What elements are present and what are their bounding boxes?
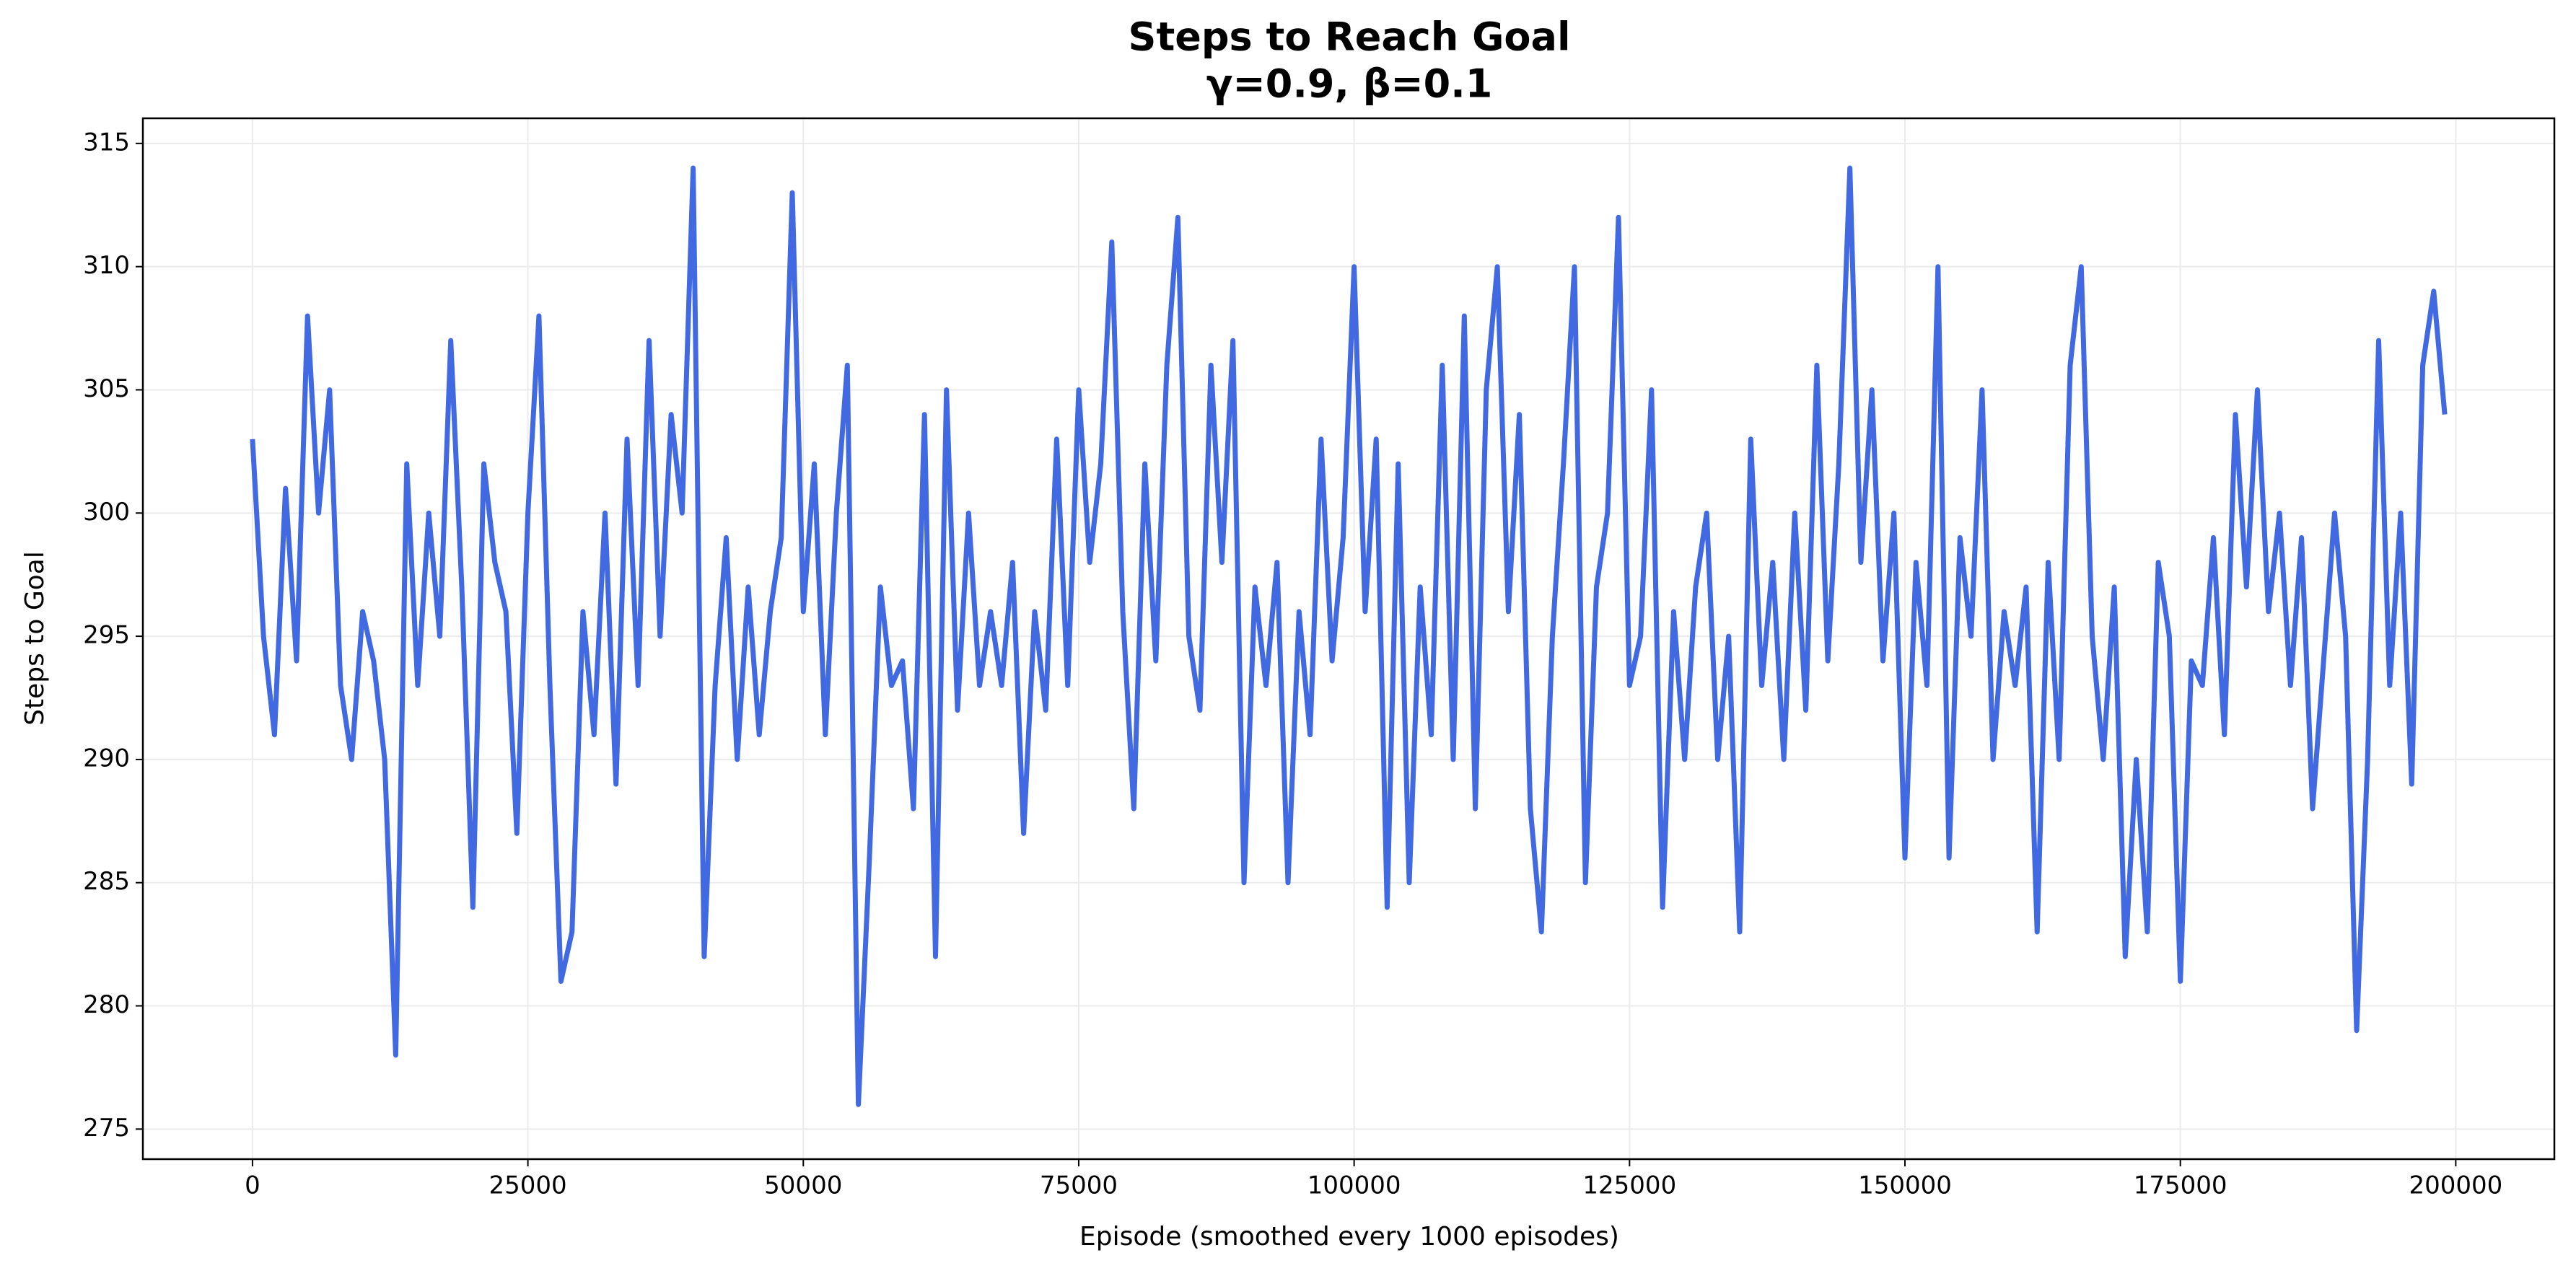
y-tick-label: 305 xyxy=(83,374,130,403)
x-tick-label: 25000 xyxy=(489,1171,567,1200)
x-tick-label: 175000 xyxy=(2134,1171,2227,1200)
y-tick-label: 285 xyxy=(83,867,130,896)
x-tick-label: 0 xyxy=(245,1171,260,1200)
x-tick-label: 125000 xyxy=(1582,1171,1676,1200)
y-tick-label: 275 xyxy=(83,1114,130,1143)
x-tick-label: 75000 xyxy=(1040,1171,1118,1200)
x-tick-label: 50000 xyxy=(764,1171,842,1200)
chart-title: Steps to Reach Goal xyxy=(1129,14,1571,60)
y-tick-label: 295 xyxy=(83,621,130,650)
x-tick-label: 200000 xyxy=(2409,1171,2502,1200)
y-tick-label: 280 xyxy=(83,990,130,1019)
x-tick-label: 150000 xyxy=(1858,1171,1952,1200)
x-axis-label: Episode (smoothed every 1000 episodes) xyxy=(1079,1222,1619,1251)
x-tick-label: 100000 xyxy=(1307,1171,1401,1200)
y-axis-label: Steps to Goal xyxy=(20,551,50,726)
data-line xyxy=(250,165,2448,1107)
chart-subtitle: γ=0.9, β=0.1 xyxy=(1206,61,1493,107)
y-tick-label: 290 xyxy=(83,744,130,773)
y-tick-label: 315 xyxy=(83,128,130,157)
y-tick-label: 310 xyxy=(83,251,130,280)
y-tick-label: 300 xyxy=(83,498,130,527)
plot-frame xyxy=(141,117,2556,1161)
